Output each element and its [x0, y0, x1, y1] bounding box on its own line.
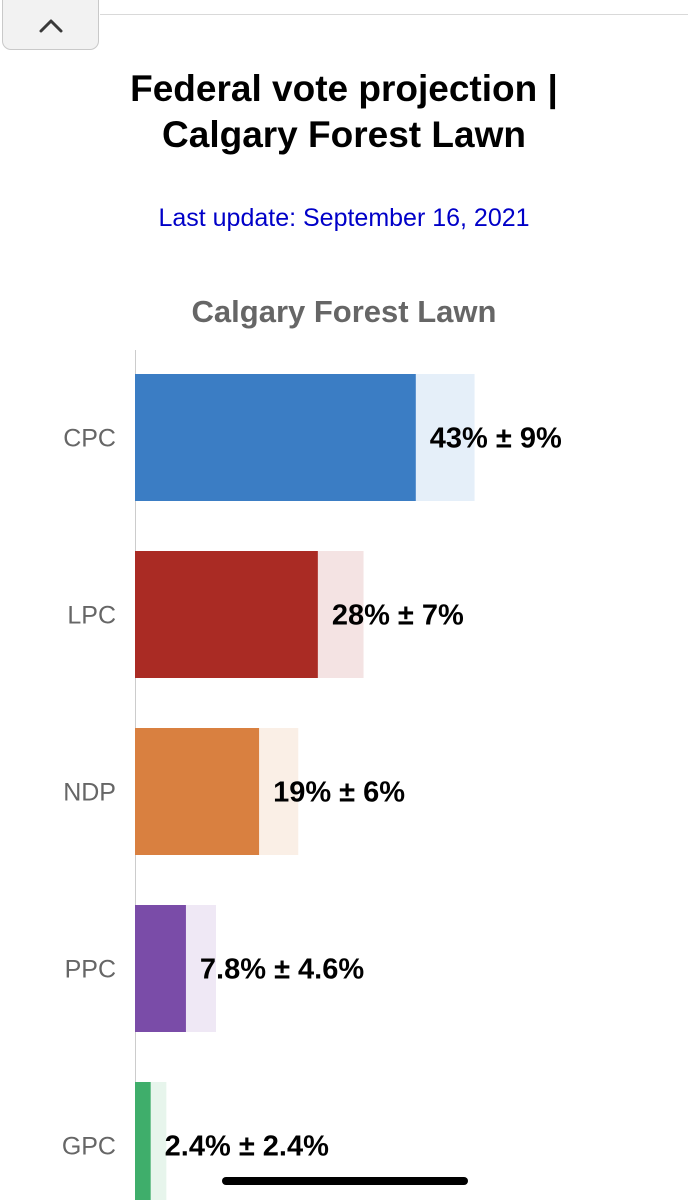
- data-label-lpc: 28% ± 7%: [332, 600, 464, 632]
- chart-title: Calgary Forest Lawn: [192, 294, 497, 329]
- bar-gpc: [135, 1082, 151, 1200]
- category-label-ppc: PPC: [65, 956, 116, 984]
- data-label-ndp: 19% ± 6%: [273, 777, 405, 809]
- vote-projection-chart: Calgary Forest Lawn CPC 43% ± 9% LPC 28% ± 7…: [62, 294, 562, 1200]
- bar-cpc: [135, 374, 416, 501]
- category-label-gpc: GPC: [62, 1133, 116, 1161]
- chevron-up-icon: [39, 19, 62, 33]
- data-label-gpc: 2.4% ± 2.4%: [165, 1131, 329, 1163]
- top-strip: [0, 0, 688, 16]
- category-label-cpc: CPC: [63, 425, 116, 453]
- last-update-link[interactable]: Last update: September 16, 2021: [158, 204, 530, 232]
- top-divider: [100, 14, 688, 15]
- page-title-line-1: Federal vote projection |: [130, 68, 558, 109]
- bar-lpc: [135, 551, 318, 678]
- category-label-lpc: LPC: [67, 602, 116, 630]
- category-label-ndp: NDP: [63, 779, 116, 807]
- data-label-cpc: 43% ± 9%: [430, 423, 562, 455]
- home-indicator[interactable]: [222, 1177, 468, 1185]
- page-title-line-2: Calgary Forest Lawn: [162, 114, 526, 155]
- data-label-ppc: 7.8% ± 4.6%: [200, 954, 364, 986]
- bar-ppc: [135, 905, 186, 1032]
- collapse-button[interactable]: [2, 0, 99, 50]
- page-title: Federal vote projection | Calgary Forest…: [0, 66, 688, 158]
- bar-ndp: [135, 728, 260, 855]
